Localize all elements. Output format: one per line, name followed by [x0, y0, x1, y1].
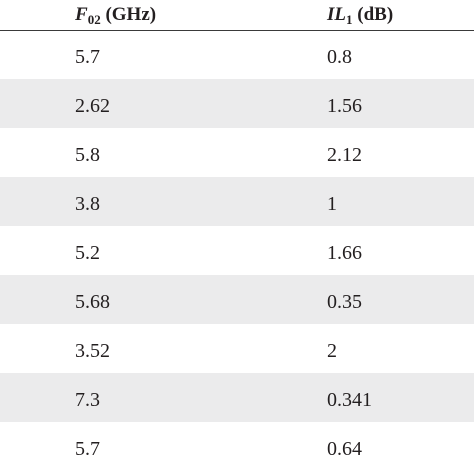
cell-insertion-loss: 1.66	[327, 242, 362, 264]
table-row: 5.7 0.8	[0, 30, 474, 79]
table-body: 5.7 0.8 2.62 1.56 5.8 2.12 3.8 1 5.2 1.6…	[0, 30, 474, 471]
header-row: F02 (GHz) IL1 (dB)	[0, 0, 474, 30]
table-row: 3.52 2	[0, 324, 474, 373]
header-frequency: F02 (GHz)	[0, 0, 317, 30]
cell-frequency: 3.52	[75, 340, 110, 362]
header-insertion-loss-symbol: IL	[327, 3, 346, 25]
cell-frequency: 5.7	[75, 438, 100, 460]
cell-insertion-loss: 1	[327, 193, 337, 215]
table-row: 5.2 1.66	[0, 226, 474, 275]
cell-insertion-loss: 2.12	[327, 144, 362, 166]
cell-frequency: 7.3	[75, 389, 100, 411]
cell-insertion-loss: 2	[327, 340, 337, 362]
header-frequency-unit: (GHz)	[100, 3, 157, 25]
cell-insertion-loss: 0.35	[327, 291, 362, 313]
cell-insertion-loss: 1.56	[327, 95, 362, 117]
table-row: 5.7 0.64	[0, 422, 474, 471]
cell-frequency: 2.62	[75, 95, 110, 117]
cell-insertion-loss: 0.64	[327, 438, 362, 460]
cell-frequency: 3.8	[75, 193, 100, 215]
cell-frequency: 5.7	[75, 46, 100, 69]
cell-frequency: 5.68	[75, 291, 110, 313]
header-frequency-symbol: F	[75, 3, 88, 25]
cell-insertion-loss: 0.341	[327, 389, 372, 411]
header-insertion-loss: IL1 (dB)	[317, 0, 474, 30]
header-insertion-loss-unit: (dB)	[352, 3, 394, 25]
table-row: 5.68 0.35	[0, 275, 474, 324]
cell-insertion-loss: 0.8	[327, 46, 352, 69]
cell-frequency: 5.2	[75, 242, 100, 264]
table-row: 2.62 1.56	[0, 79, 474, 128]
table-row: 7.3 0.341	[0, 373, 474, 422]
cell-frequency: 5.8	[75, 144, 100, 166]
table-row: 3.8 1	[0, 177, 474, 226]
header-frequency-subscript: 02	[87, 11, 101, 27]
table-row: 5.8 2.12	[0, 128, 474, 177]
header-insertion-loss-subscript: 1	[346, 11, 353, 27]
table-header: F02 (GHz) IL1 (dB)	[0, 0, 474, 30]
